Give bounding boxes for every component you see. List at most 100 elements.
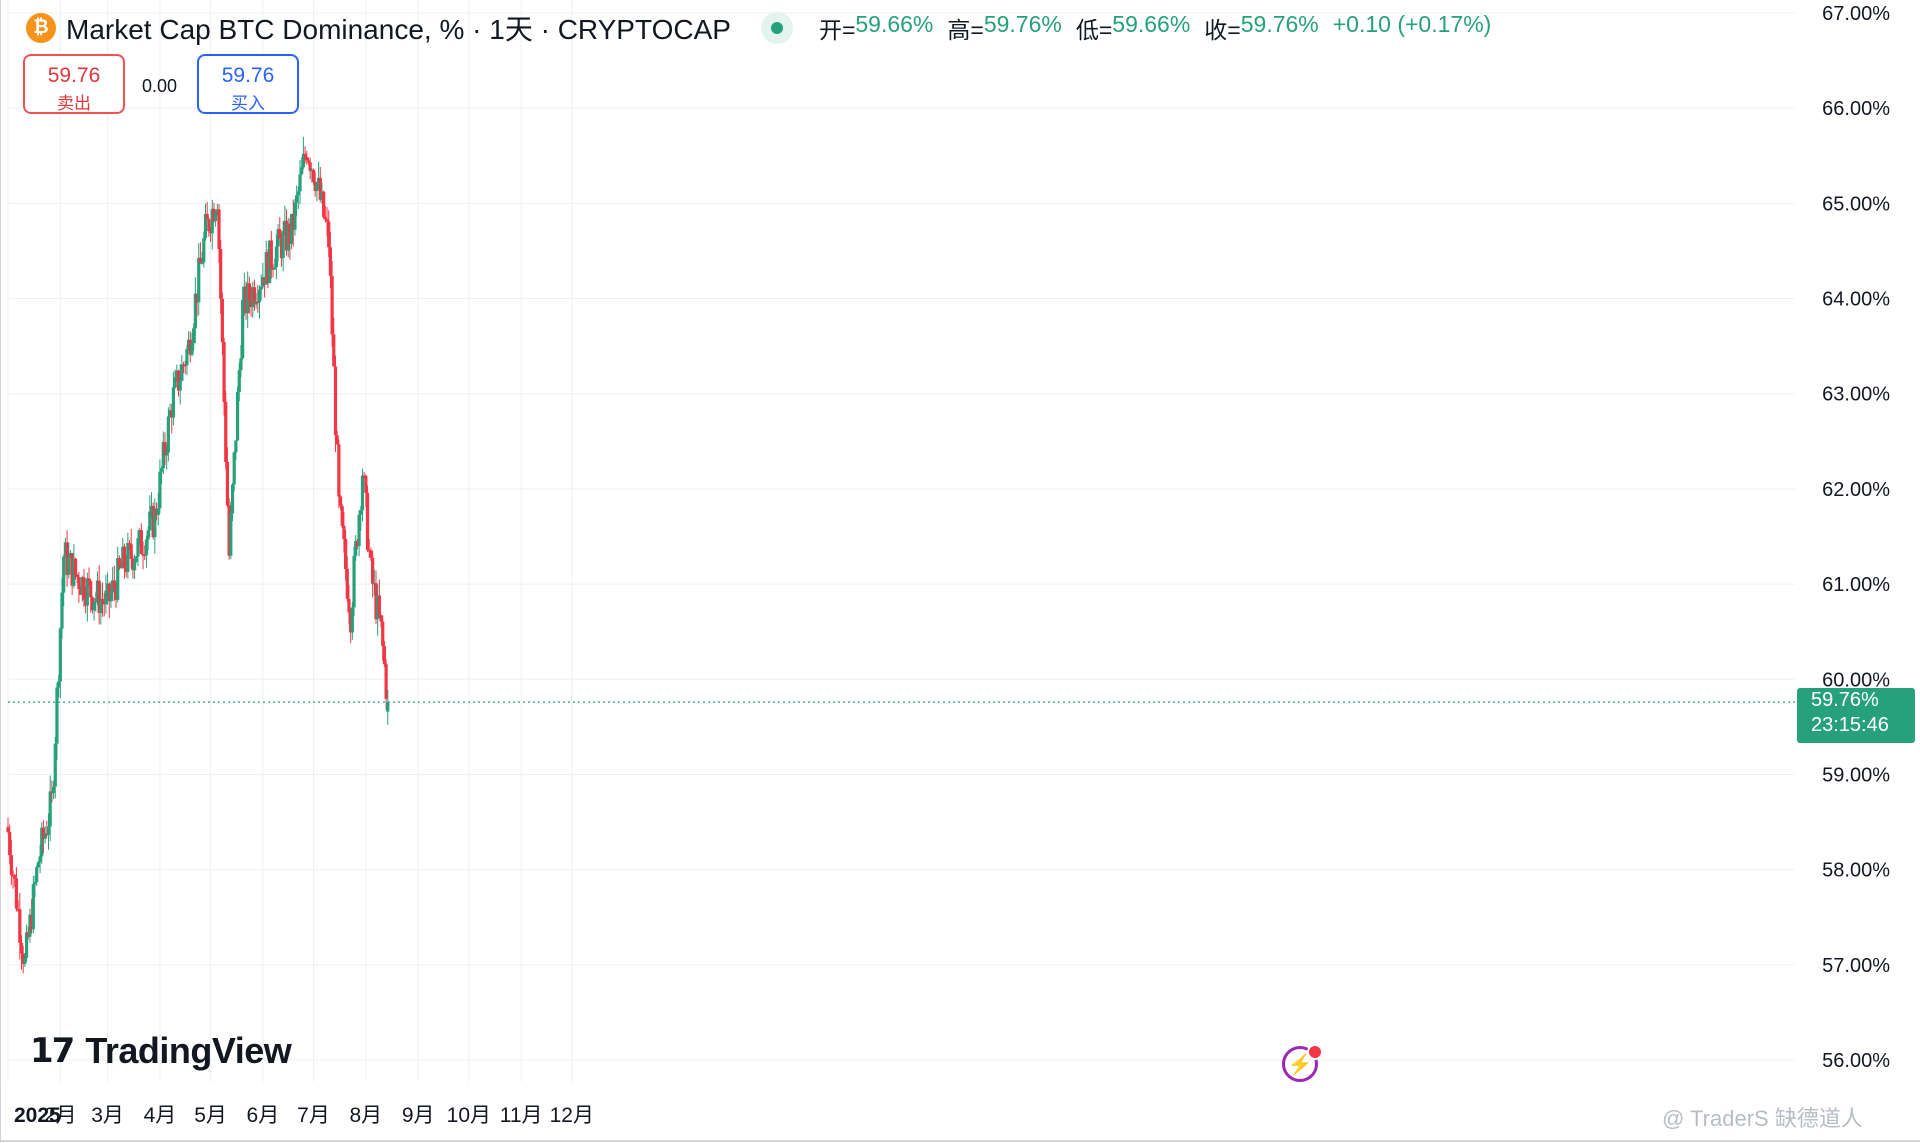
candle-body	[359, 510, 363, 515]
sell-button[interactable]: 59.76 卖出	[23, 54, 125, 114]
symbol-title[interactable]: Market Cap BTC Dominance, % · 1天 · CRYPT…	[66, 14, 731, 45]
candle-body	[65, 542, 69, 575]
candle-body	[38, 856, 42, 863]
candle-body	[121, 546, 125, 569]
candle-body	[175, 370, 179, 378]
candle-body	[168, 410, 172, 417]
time-tick-label: 7月	[297, 1104, 330, 1127]
candle-body	[18, 909, 22, 943]
candle-body	[377, 595, 381, 616]
candle-body	[148, 511, 152, 531]
price-tick-label: 58.00%	[1822, 860, 1890, 882]
candles	[6, 136, 390, 974]
price-axis[interactable]: 56.00% 57.00% 58.00% 59.00% 60.00% 61.00% 62.0…	[1822, 3, 1890, 1072]
candle-body	[357, 514, 361, 547]
candle-body	[242, 286, 246, 301]
candle-body	[214, 213, 218, 222]
candle-body	[256, 301, 260, 304]
candle-body	[274, 246, 278, 268]
market-open-dot-icon	[770, 22, 783, 34]
candle-body	[95, 580, 100, 599]
buy-label: 买入	[231, 94, 265, 113]
candle-body	[160, 468, 164, 472]
candle-body	[197, 257, 201, 303]
candle-body	[252, 287, 257, 305]
candle-body	[372, 583, 376, 585]
bar-countdown: 23:15:46	[1811, 714, 1889, 736]
tradingview-logo-icon: 17	[30, 1031, 75, 1071]
candle-body	[57, 681, 61, 688]
candle-body	[379, 615, 383, 622]
candle-body	[281, 231, 285, 259]
candle-body	[338, 496, 343, 507]
candle-body	[195, 293, 199, 303]
candle-body	[161, 441, 165, 469]
candle-body	[109, 592, 113, 602]
candle-body	[60, 592, 64, 629]
candle-body	[232, 452, 236, 485]
candle-body	[344, 539, 348, 569]
candle-body	[315, 182, 319, 192]
candle-body	[367, 549, 371, 552]
bitcoin-icon[interactable]: ₿	[26, 13, 56, 43]
time-tick-label: 2月	[44, 1104, 77, 1127]
candle-body	[322, 191, 326, 218]
candle-body	[293, 202, 297, 230]
time-tick-label: 11月	[500, 1104, 543, 1127]
candle-body	[276, 229, 280, 247]
candle-body	[23, 957, 27, 964]
lightning-icon[interactable]: ⚡	[1282, 1046, 1318, 1082]
candle-body	[283, 220, 287, 232]
candle-body	[154, 508, 159, 515]
candle-body	[48, 791, 52, 827]
candle-body	[386, 702, 390, 712]
candle-body	[203, 213, 208, 239]
candle-body	[350, 607, 354, 633]
candle-body	[171, 387, 176, 418]
candle-body	[104, 590, 108, 605]
candle-body	[153, 508, 157, 538]
candle-body	[70, 553, 74, 586]
candle-body	[21, 953, 25, 964]
candle-body	[305, 157, 309, 161]
candle-body	[31, 884, 35, 930]
candle-body	[298, 174, 302, 192]
candle-body	[114, 588, 118, 600]
open-value: 59.66%	[855, 11, 934, 37]
candle-body	[116, 558, 120, 600]
candle-body	[11, 875, 15, 877]
price-tick-label: 61.00%	[1822, 574, 1890, 596]
candle-body	[234, 440, 238, 453]
candle-body	[13, 875, 17, 879]
price-tick-label: 57.00%	[1822, 955, 1890, 977]
ohlc-readout: 开= 59.66% 高= 59.76% 低= 59.66% 收= 59.76% +0.1…	[819, 11, 1505, 45]
candle-body	[376, 595, 380, 620]
candle-body	[264, 252, 268, 285]
candle-body	[28, 914, 32, 937]
candle-body	[78, 589, 83, 595]
price-tick-label: 65.00%	[1822, 193, 1890, 215]
candle-body	[318, 177, 322, 200]
candle-body	[224, 401, 228, 462]
market-status[interactable]	[760, 12, 793, 44]
candle-body	[6, 827, 10, 832]
tradingview-logo[interactable]: 17 TradingView	[30, 1030, 292, 1072]
candle-body	[296, 191, 300, 196]
candle-body	[333, 366, 338, 436]
candle-body	[365, 492, 370, 550]
candle-body	[247, 283, 251, 301]
candle-body	[362, 475, 366, 478]
candle-body	[288, 223, 292, 244]
buy-button[interactable]: 59.76 买入	[197, 54, 299, 114]
candle-body	[215, 209, 219, 214]
candle-body	[33, 882, 37, 885]
candle-body	[237, 370, 241, 392]
candle-body	[144, 539, 149, 556]
watermark: @ TraderS 缺德道人	[1662, 1106, 1863, 1131]
candle-body	[163, 441, 167, 456]
high-value: 59.76%	[983, 11, 1062, 37]
grid-lines	[7, 0, 1797, 1082]
